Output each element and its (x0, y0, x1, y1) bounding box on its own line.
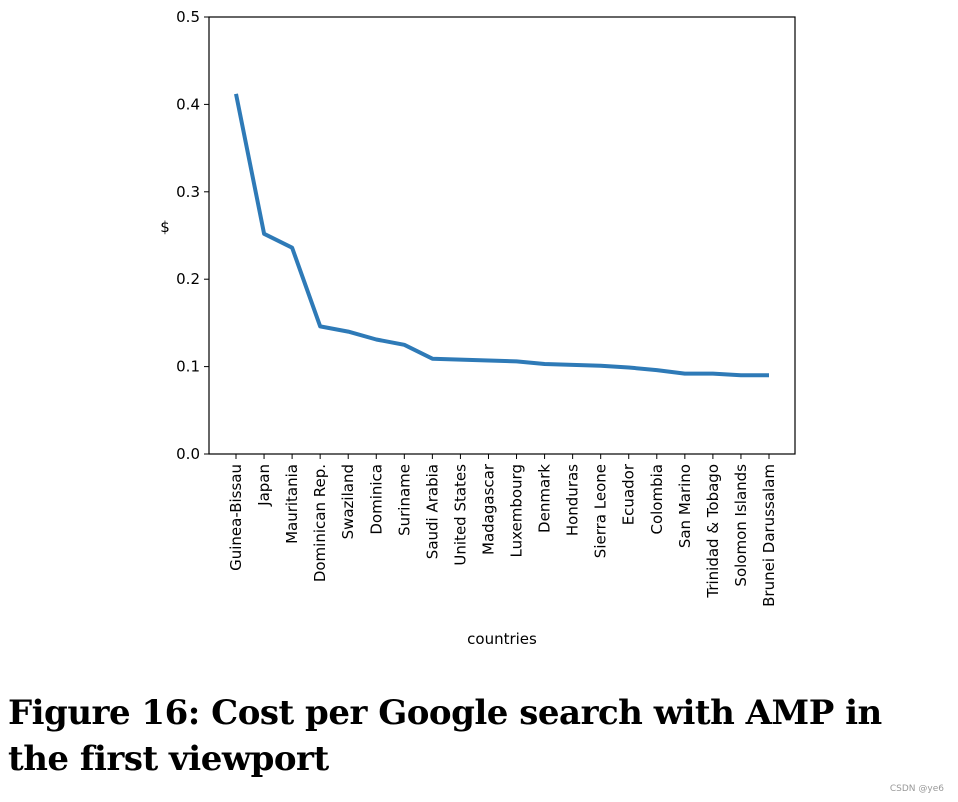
figure-caption: Figure 16: Cost per Google search with A… (8, 693, 882, 779)
y-tick-label: 0.3 (176, 183, 200, 201)
x-tick-label: Guinea-Bissau (227, 464, 245, 571)
data-point (767, 373, 771, 377)
series-layer (234, 92, 771, 378)
data-point (318, 324, 322, 328)
x-tick-label: Trinidad & Tobago (704, 464, 722, 599)
line-chart: 0.0 0.1 0.2 0.3 0.4 0.5 Guinea-Bissau Japan Mau… (160, 8, 796, 648)
x-tick-label: Honduras (564, 464, 582, 536)
x-tick-label: Denmark (536, 464, 554, 533)
data-point (402, 343, 406, 347)
x-tick-label: Ecuador (620, 463, 638, 525)
y-axis-label: $ (160, 218, 170, 236)
x-tick-label: Mauritania (283, 464, 301, 544)
data-point (543, 362, 547, 366)
x-tick-label: Colombia (648, 464, 666, 535)
y-tick-label: 0.4 (176, 95, 200, 113)
x-tick-label: Brunei Darussalam (760, 464, 778, 607)
data-point (683, 372, 687, 376)
x-tick-label: Swaziland (339, 464, 357, 539)
x-tick-label: Sierra Leone (592, 464, 610, 558)
x-tick-label: Suriname (395, 464, 413, 536)
data-point (430, 357, 434, 361)
x-tick-label: United States (451, 464, 469, 566)
x-tick-label: Japan (255, 464, 273, 507)
y-tick-label: 0.0 (176, 445, 200, 463)
data-point (290, 246, 294, 250)
plot-frame (208, 16, 796, 455)
data-point (234, 92, 238, 96)
x-axis-label: countries (467, 630, 537, 648)
data-point (655, 368, 659, 372)
x-tick-label: Solomon Islands (732, 464, 750, 587)
series-line (234, 93, 769, 378)
x-tick-label: Madagascar (479, 463, 497, 555)
data-point (571, 363, 575, 367)
x-tick-label: Dominican Rep. (311, 464, 329, 582)
watermark: CSDN @ye6 (889, 784, 944, 794)
data-point (486, 358, 490, 362)
x-tick-label: Dominica (367, 464, 385, 535)
x-axis-ticks: Guinea-Bissau Japan Mauritania Dominican Re… (227, 454, 778, 607)
data-point (739, 373, 743, 377)
data-point (458, 358, 462, 362)
data-point (711, 372, 715, 376)
data-point (627, 365, 631, 369)
x-tick-label: Saudi Arabia (423, 464, 441, 559)
x-tick-label: San Marino (676, 464, 694, 548)
data-point (346, 330, 350, 334)
data-point (599, 364, 603, 368)
y-tick-label: 0.1 (176, 358, 200, 376)
x-tick-label: Luxembourg (508, 464, 526, 558)
data-point (262, 232, 266, 236)
data-point (515, 359, 519, 363)
y-axis-ticks: 0.0 0.1 0.2 0.3 0.4 0.5 (176, 8, 209, 463)
data-point (374, 338, 378, 342)
y-tick-label: 0.2 (176, 270, 200, 288)
y-tick-label: 0.5 (176, 8, 200, 26)
